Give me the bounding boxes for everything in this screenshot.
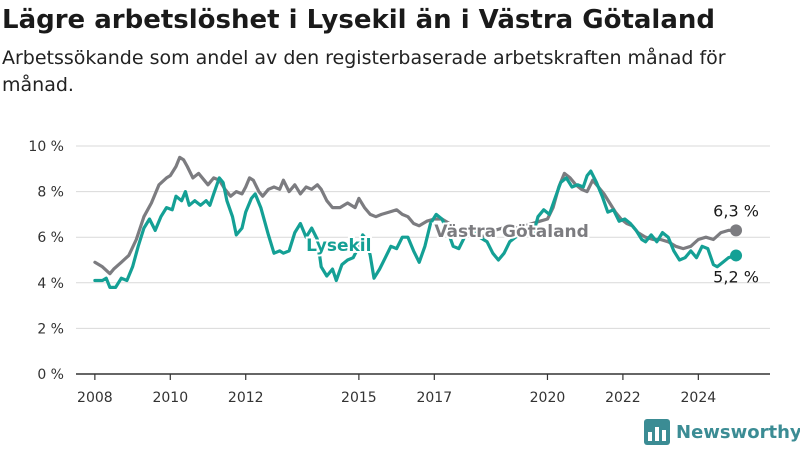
y-tick-label: 6 % xyxy=(37,230,64,246)
end-point-lysekil xyxy=(730,249,743,262)
y-tick-label: 10 % xyxy=(28,139,64,155)
x-tick-label: 2015 xyxy=(341,390,377,406)
x-tick-label: 2024 xyxy=(681,390,717,406)
y-axis-tick-labels: 0 % 2 % 4 % 6 % 8 % 10 % xyxy=(28,139,64,383)
x-tick-label: 2012 xyxy=(228,390,264,406)
y-tick-label: 2 % xyxy=(37,321,64,337)
end-value-label: 5,2 % xyxy=(713,267,759,286)
newsworthy-brand[interactable]: Newsworthy xyxy=(644,418,800,446)
x-tick-label: 2022 xyxy=(605,390,641,406)
series-label-lysekil: Lysekil xyxy=(306,236,371,256)
x-tick-label: 2010 xyxy=(152,390,188,406)
x-tick-label: 2017 xyxy=(416,390,452,406)
x-axis: 2008 2010 2012 2015 2017 2020 2022 2024 xyxy=(76,373,770,406)
grid-lines xyxy=(76,145,770,375)
end-value-label: 6,3 % xyxy=(713,201,759,220)
brand-name: Newsworthy xyxy=(676,421,800,443)
y-tick-label: 0 % xyxy=(37,367,64,383)
x-tick-label: 2008 xyxy=(77,390,113,406)
series-labels: 6,3 % 5,2 % Lysekil Västra Götaland xyxy=(304,201,759,286)
x-tick-label: 2020 xyxy=(530,390,566,406)
series-lines xyxy=(93,155,743,289)
series-line-lysekil xyxy=(93,169,738,289)
chart-subtitle: Arbetssökande som andel av den registerb… xyxy=(2,47,726,96)
bar-chart-logo-icon xyxy=(644,419,670,445)
series-label-vastra-gotaland: Västra Götaland xyxy=(434,222,589,242)
end-point-vastra-gotaland xyxy=(730,224,743,237)
chart-title: Lägre arbetslöshet i Lysekil än i Västra… xyxy=(2,5,716,35)
y-tick-label: 8 % xyxy=(37,185,64,201)
y-tick-label: 4 % xyxy=(37,276,64,292)
